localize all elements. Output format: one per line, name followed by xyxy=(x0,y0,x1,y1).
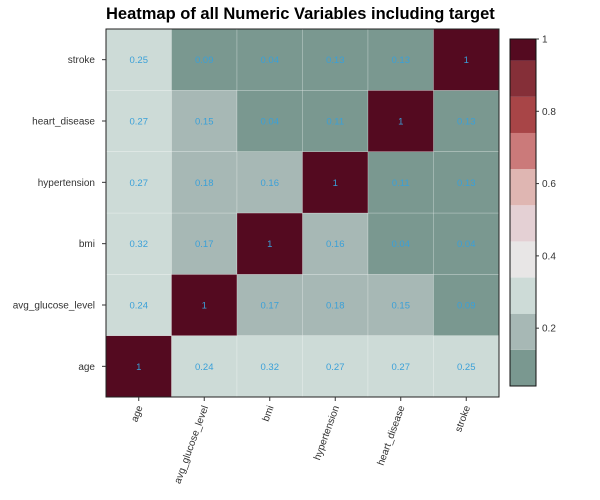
cell-value-label: 0.25 xyxy=(457,362,476,373)
heatmap-cell xyxy=(171,28,238,91)
cell-value-label: 0.18 xyxy=(326,301,345,312)
cell-value-label: 0.11 xyxy=(392,178,410,189)
cell-value-label: 0.27 xyxy=(130,117,149,128)
heatmap-cells xyxy=(105,28,500,398)
heatmap-cell xyxy=(236,212,303,275)
y-tick-label: age xyxy=(78,362,95,373)
cell-value-label: 0.16 xyxy=(261,178,280,189)
heatmap-cell xyxy=(171,274,238,336)
cell-value-label: 0.18 xyxy=(195,178,214,189)
y-tick-label: heart_disease xyxy=(32,117,95,128)
colorbar-tick-label: 0.2 xyxy=(542,324,556,335)
chart-title: Heatmap of all Numeric Variables includi… xyxy=(106,5,495,23)
x-tick-label: hypertension xyxy=(312,404,342,462)
cell-value-label: 1 xyxy=(267,239,272,250)
colorbar-tick-label: 0.8 xyxy=(542,107,556,118)
cell-value-label: 0.27 xyxy=(326,362,345,373)
heatmap-cell xyxy=(105,151,172,214)
x-tick-label: age xyxy=(130,404,146,424)
cell-value-label: 0.13 xyxy=(326,55,345,66)
heatmap-value-labels: 1 0.24 0.32 0.27 0.27 0.25 0.24 1 0.17 0.18 0.15 0.… xyxy=(130,55,476,373)
x-tick-label: avg_glucose_level xyxy=(173,404,211,485)
y-tick-label: avg_glucose_level xyxy=(13,301,95,312)
cell-value-label: 0.17 xyxy=(195,239,214,250)
colorbar-swatch xyxy=(510,132,536,170)
heatmap-cell xyxy=(433,212,500,275)
cell-value-label: 0.13 xyxy=(457,117,476,128)
x-tick-label: heart_disease xyxy=(376,404,408,467)
cell-value-label: 0.09 xyxy=(195,55,214,66)
colorbar-tick-label: 0.4 xyxy=(542,251,556,262)
cell-value-label: 0.13 xyxy=(392,55,411,66)
cell-value-label: 0.04 xyxy=(457,239,476,250)
heatmap-cell xyxy=(105,28,172,91)
colorbar-swatch xyxy=(510,169,536,206)
colorbar-tick-label: 0.6 xyxy=(542,179,556,190)
cell-value-label: 1 xyxy=(398,117,403,128)
cell-value-label: 0.04 xyxy=(261,55,280,66)
heatmap-cell xyxy=(171,90,238,152)
heatmap-cell xyxy=(433,274,500,336)
heatmap-cell xyxy=(236,28,303,91)
cell-value-label: 0.24 xyxy=(130,301,149,312)
cell-value-label: 0.11 xyxy=(326,117,344,128)
cell-value-label: 0.17 xyxy=(261,301,280,312)
cell-value-label: 0.25 xyxy=(130,55,149,66)
colorbar-swatch xyxy=(510,349,536,386)
colorbar-swatch xyxy=(510,241,536,278)
heatmap-cell xyxy=(171,212,238,275)
heatmap-cell xyxy=(302,90,369,152)
y-tick-label: stroke xyxy=(68,55,96,66)
heatmap-cell xyxy=(367,90,434,152)
cell-value-label: 0.32 xyxy=(261,362,280,373)
heatmap-cell xyxy=(433,335,500,398)
colorbar-swatch xyxy=(510,277,536,314)
colorbar-frame xyxy=(509,38,537,387)
heatmap-cell xyxy=(236,151,303,214)
heatmap-cell xyxy=(302,274,369,336)
cell-value-label: 0.27 xyxy=(130,178,149,189)
heatmap-cell xyxy=(367,28,434,91)
heatmap-cell xyxy=(433,28,500,91)
cell-value-label: 0.13 xyxy=(457,178,476,189)
colorbar-swatch xyxy=(510,313,536,350)
colorbar-swatch xyxy=(510,60,536,97)
cell-value-label: 1 xyxy=(202,301,207,312)
cell-value-label: 0.16 xyxy=(326,239,345,250)
cell-value-label: 0.32 xyxy=(130,239,149,250)
colorbar-swatch xyxy=(510,205,536,242)
cell-value-label: 0.09 xyxy=(457,301,476,312)
heatmap-cell xyxy=(433,90,500,152)
cell-value-label: 1 xyxy=(136,362,141,373)
cell-value-label: 1 xyxy=(333,178,338,189)
cell-value-label: 0.24 xyxy=(195,362,214,373)
cell-value-label: 0.15 xyxy=(392,301,411,312)
heatmap-cell xyxy=(367,335,434,398)
heatmap-cell xyxy=(302,335,369,398)
heatmap-cell xyxy=(302,151,369,214)
y-tick-label: bmi xyxy=(79,239,95,250)
x-axis: age avg_glucose_level bmi hypertension heart… xyxy=(130,397,473,485)
colorbar-swatch xyxy=(510,39,536,61)
cell-value-label: 0.04 xyxy=(261,117,280,128)
cell-value-label: 0.15 xyxy=(195,117,214,128)
heatmap-cell xyxy=(236,274,303,336)
x-tick-label: bmi xyxy=(261,404,277,423)
heatmap-cell xyxy=(236,90,303,152)
cell-value-label: 1 xyxy=(464,55,469,66)
y-tick-label: hypertension xyxy=(38,178,95,189)
plot-frame xyxy=(105,28,500,398)
heatmap-cell xyxy=(105,274,172,336)
heatmap-cell xyxy=(433,151,500,214)
colorbar: 0.2 0.4 0.6 0.8 1 xyxy=(509,35,556,387)
heatmap-cell xyxy=(105,212,172,275)
x-tick-label: stroke xyxy=(453,404,473,434)
heatmap-cell xyxy=(367,274,434,336)
colorbar-swatch xyxy=(510,96,536,133)
colorbar-tick-label: 1 xyxy=(542,35,548,46)
y-axis: age avg_glucose_level bmi hypertension heart… xyxy=(13,55,106,373)
cell-value-label: 0.04 xyxy=(392,239,411,250)
cell-value-label: 0.27 xyxy=(392,362,411,373)
